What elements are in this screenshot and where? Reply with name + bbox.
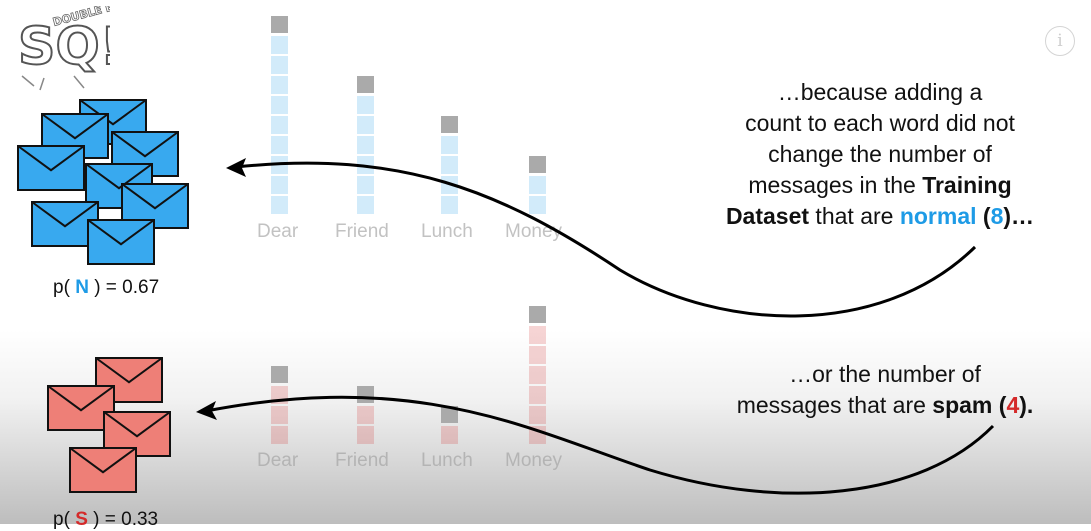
normal-word-lunch: Lunch [421, 221, 473, 242]
spam-word-money: Money [505, 450, 563, 471]
spam-bar-block [441, 426, 458, 444]
top-arrow-curve [235, 161, 977, 318]
normal-bar-block [271, 96, 288, 114]
normal-bar-block [441, 196, 458, 214]
normal-bar-cap [271, 16, 288, 33]
normal-bar-block [529, 196, 546, 214]
normal-bar-block [357, 96, 374, 114]
normal-word-friend: Friend [335, 221, 389, 242]
normal-envelope [87, 219, 155, 265]
normal-bar-block [357, 176, 374, 194]
bottom-arrow-curve [205, 395, 995, 495]
spam-bar-block [529, 326, 546, 344]
spam-bar-block [271, 426, 288, 444]
normal-envelope [17, 145, 85, 191]
top-caption: …because adding a count to each word did… [725, 79, 1035, 229]
normal-bar-block [271, 196, 288, 214]
normal-probability: p( N ) = 0.67 [53, 277, 160, 298]
normal-letter: N [75, 277, 89, 298]
spam-word-lunch: Lunch [421, 450, 473, 471]
logo-text: SQ! [18, 17, 110, 77]
normal-bar-block [441, 156, 458, 174]
spam-bar-block [529, 406, 546, 424]
spam-bar-cap [441, 406, 458, 423]
normal-bar-block [271, 56, 288, 74]
logo-lines [21, 75, 85, 91]
spam-envelope [69, 447, 137, 493]
spam-bar-block [529, 346, 546, 364]
spam-bar-block [357, 406, 374, 424]
bottom-caption: …or the number of messages that are spam… [736, 361, 1034, 418]
top-arrow-head [226, 158, 246, 177]
spam-bar-cap [271, 366, 288, 383]
spam-word-dear: Dear [257, 450, 299, 471]
spam-word-friend: Friend [335, 450, 389, 471]
normal-bar-block [357, 116, 374, 134]
info-icon[interactable]: i [1045, 26, 1075, 56]
normal-bar-block [529, 176, 546, 194]
bottom-arrow-head [196, 401, 217, 420]
normal-bar-block [271, 176, 288, 194]
normal-bar-block [271, 76, 288, 94]
normal-bar-cap [357, 76, 374, 93]
normal-bar-cap [529, 156, 546, 173]
normal-bar-cap [441, 116, 458, 133]
spam-bar-cap [529, 306, 546, 323]
normal-bar-block [271, 36, 288, 54]
normal-bar-block [357, 136, 374, 154]
normal-word-dear: Dear [257, 221, 299, 242]
normal-bar-block [441, 136, 458, 154]
statquest-logo: SQ! DOUBLE BAM!! [17, 6, 110, 91]
spam-bar-block [529, 386, 546, 404]
spam-bar-block [271, 406, 288, 424]
normal-bar-block [271, 136, 288, 154]
normal-bar-block [271, 116, 288, 134]
normal-bar-block [357, 196, 374, 214]
spam-envelopes-icon [47, 357, 171, 493]
spam-bar-block [357, 426, 374, 444]
spam-bar-block [529, 366, 546, 384]
normal-envelopes-icon [17, 99, 189, 265]
